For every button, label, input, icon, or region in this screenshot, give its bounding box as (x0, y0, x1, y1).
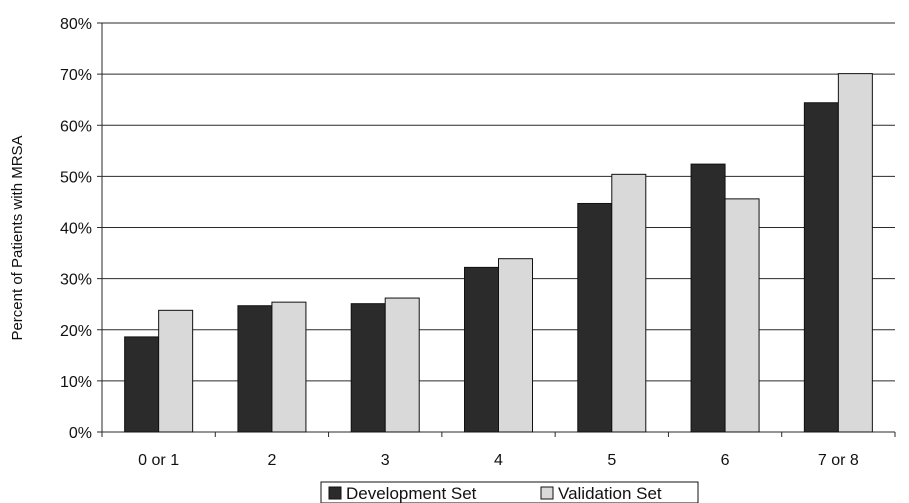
x-tick-label: 2 (267, 452, 276, 469)
x-tick-label: 5 (607, 452, 616, 469)
bar-validation (271, 301, 307, 433)
y-tick-label: 10% (60, 374, 92, 391)
bar-development (577, 202, 613, 433)
x-tick-label: 4 (494, 452, 503, 469)
bar-development (464, 266, 499, 433)
y-tick-label: 0% (69, 425, 92, 442)
bar-development (124, 336, 160, 433)
bar-validation (724, 198, 760, 433)
x-tick-label: 6 (721, 452, 730, 469)
bar-validation (384, 297, 420, 433)
legend-swatch-validation (540, 486, 554, 500)
bar-development (237, 305, 273, 433)
legend-label-development: Development Set (346, 484, 477, 503)
tick-labels: 0% 10% 20% 30% 40% 50% 60% 70% 80% 0 or 1 2 3 4 5 6 7 o… (60, 16, 859, 469)
bar-validation (498, 258, 533, 433)
y-tick-label: 70% (60, 67, 92, 84)
legend-label-validation: Validation Set (558, 484, 662, 503)
bars (124, 73, 873, 433)
y-tick-label: 60% (60, 118, 92, 135)
bar-development (690, 163, 726, 433)
bar-validation (158, 309, 194, 433)
x-tick-label: 0 or 1 (138, 452, 179, 469)
legend-box (320, 481, 699, 503)
legend: Development Set Validation Set (320, 481, 699, 503)
bar-validation (837, 73, 873, 433)
x-tick-label: 7 or 8 (818, 452, 859, 469)
y-tick-label: 40% (60, 221, 92, 238)
y-tick-label: 20% (60, 323, 92, 340)
legend-swatch-development (328, 486, 342, 500)
y-tick-label: 50% (60, 169, 92, 186)
bar-development (803, 102, 839, 433)
bar-validation (611, 173, 647, 433)
y-tick-label: 80% (60, 16, 92, 33)
y-tick-label: 30% (60, 272, 92, 289)
bar-development (350, 303, 386, 433)
y-axis-title: Percent of Patients with MRSA (9, 135, 26, 340)
x-tick-label: 3 (381, 452, 390, 469)
